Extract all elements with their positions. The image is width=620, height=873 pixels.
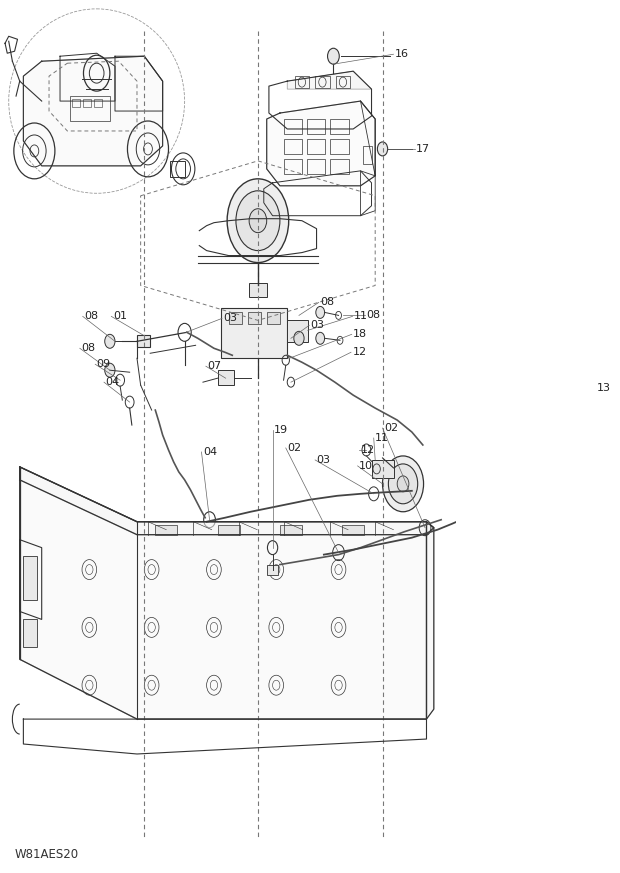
Bar [229,313,242,325]
Circle shape [383,456,423,512]
Bar [330,159,349,174]
Bar [287,320,308,342]
Bar [170,161,185,177]
Bar [69,96,110,121]
Bar [249,284,267,298]
Text: 04: 04 [203,447,217,457]
Bar [24,620,37,647]
Text: 17: 17 [416,144,430,154]
Text: 01: 01 [113,312,127,321]
Text: 03: 03 [311,320,325,330]
Bar [94,99,102,107]
Polygon shape [267,101,375,186]
Bar [221,308,287,358]
Circle shape [236,191,280,251]
Text: 04: 04 [105,377,120,387]
Bar [137,335,150,347]
Bar [307,119,326,134]
Text: 07: 07 [207,361,221,371]
Circle shape [316,333,325,344]
Bar [330,139,349,154]
Bar [283,159,302,174]
Polygon shape [427,522,434,719]
Text: 08: 08 [366,311,381,320]
Circle shape [294,332,304,346]
Bar [330,119,349,134]
Circle shape [105,363,115,377]
Text: 19: 19 [274,425,288,435]
Circle shape [388,464,418,504]
Bar [84,99,91,107]
Bar [363,146,371,164]
Bar [342,525,364,534]
Text: 10: 10 [359,461,373,471]
Bar [307,159,326,174]
Bar [267,565,278,574]
Text: 18: 18 [353,329,367,340]
Circle shape [327,48,339,65]
Bar [247,313,261,325]
Bar [155,525,177,534]
Text: 03: 03 [317,455,330,465]
Bar [315,76,330,88]
Bar [307,139,326,154]
Bar [283,139,302,154]
Text: 08: 08 [320,298,334,307]
Bar [267,313,280,325]
Bar [371,460,394,478]
Text: 08: 08 [84,312,99,321]
Polygon shape [20,467,427,719]
Circle shape [227,179,289,263]
Text: 09: 09 [97,359,111,369]
Bar [218,370,234,385]
Text: W81AES20: W81AES20 [15,849,79,861]
Bar [218,525,239,534]
Text: 11: 11 [354,312,368,321]
Circle shape [316,306,325,319]
Bar [24,555,37,601]
Text: 03: 03 [223,313,237,323]
Bar [280,525,302,534]
Text: 16: 16 [395,49,409,59]
Text: 02: 02 [384,423,398,433]
Bar [294,76,309,88]
Text: 13: 13 [596,383,611,393]
Circle shape [105,334,115,348]
Text: 12: 12 [360,445,374,455]
Text: 02: 02 [287,443,301,453]
Circle shape [397,476,409,491]
Polygon shape [287,72,371,89]
Text: 12: 12 [352,347,366,357]
Circle shape [249,209,267,232]
Polygon shape [20,467,434,534]
Text: 11: 11 [375,433,389,443]
Text: 08: 08 [81,343,95,354]
Circle shape [378,142,388,156]
Bar [335,76,350,88]
Polygon shape [24,56,162,166]
Circle shape [582,442,593,458]
Bar [283,119,302,134]
Bar [73,99,80,107]
